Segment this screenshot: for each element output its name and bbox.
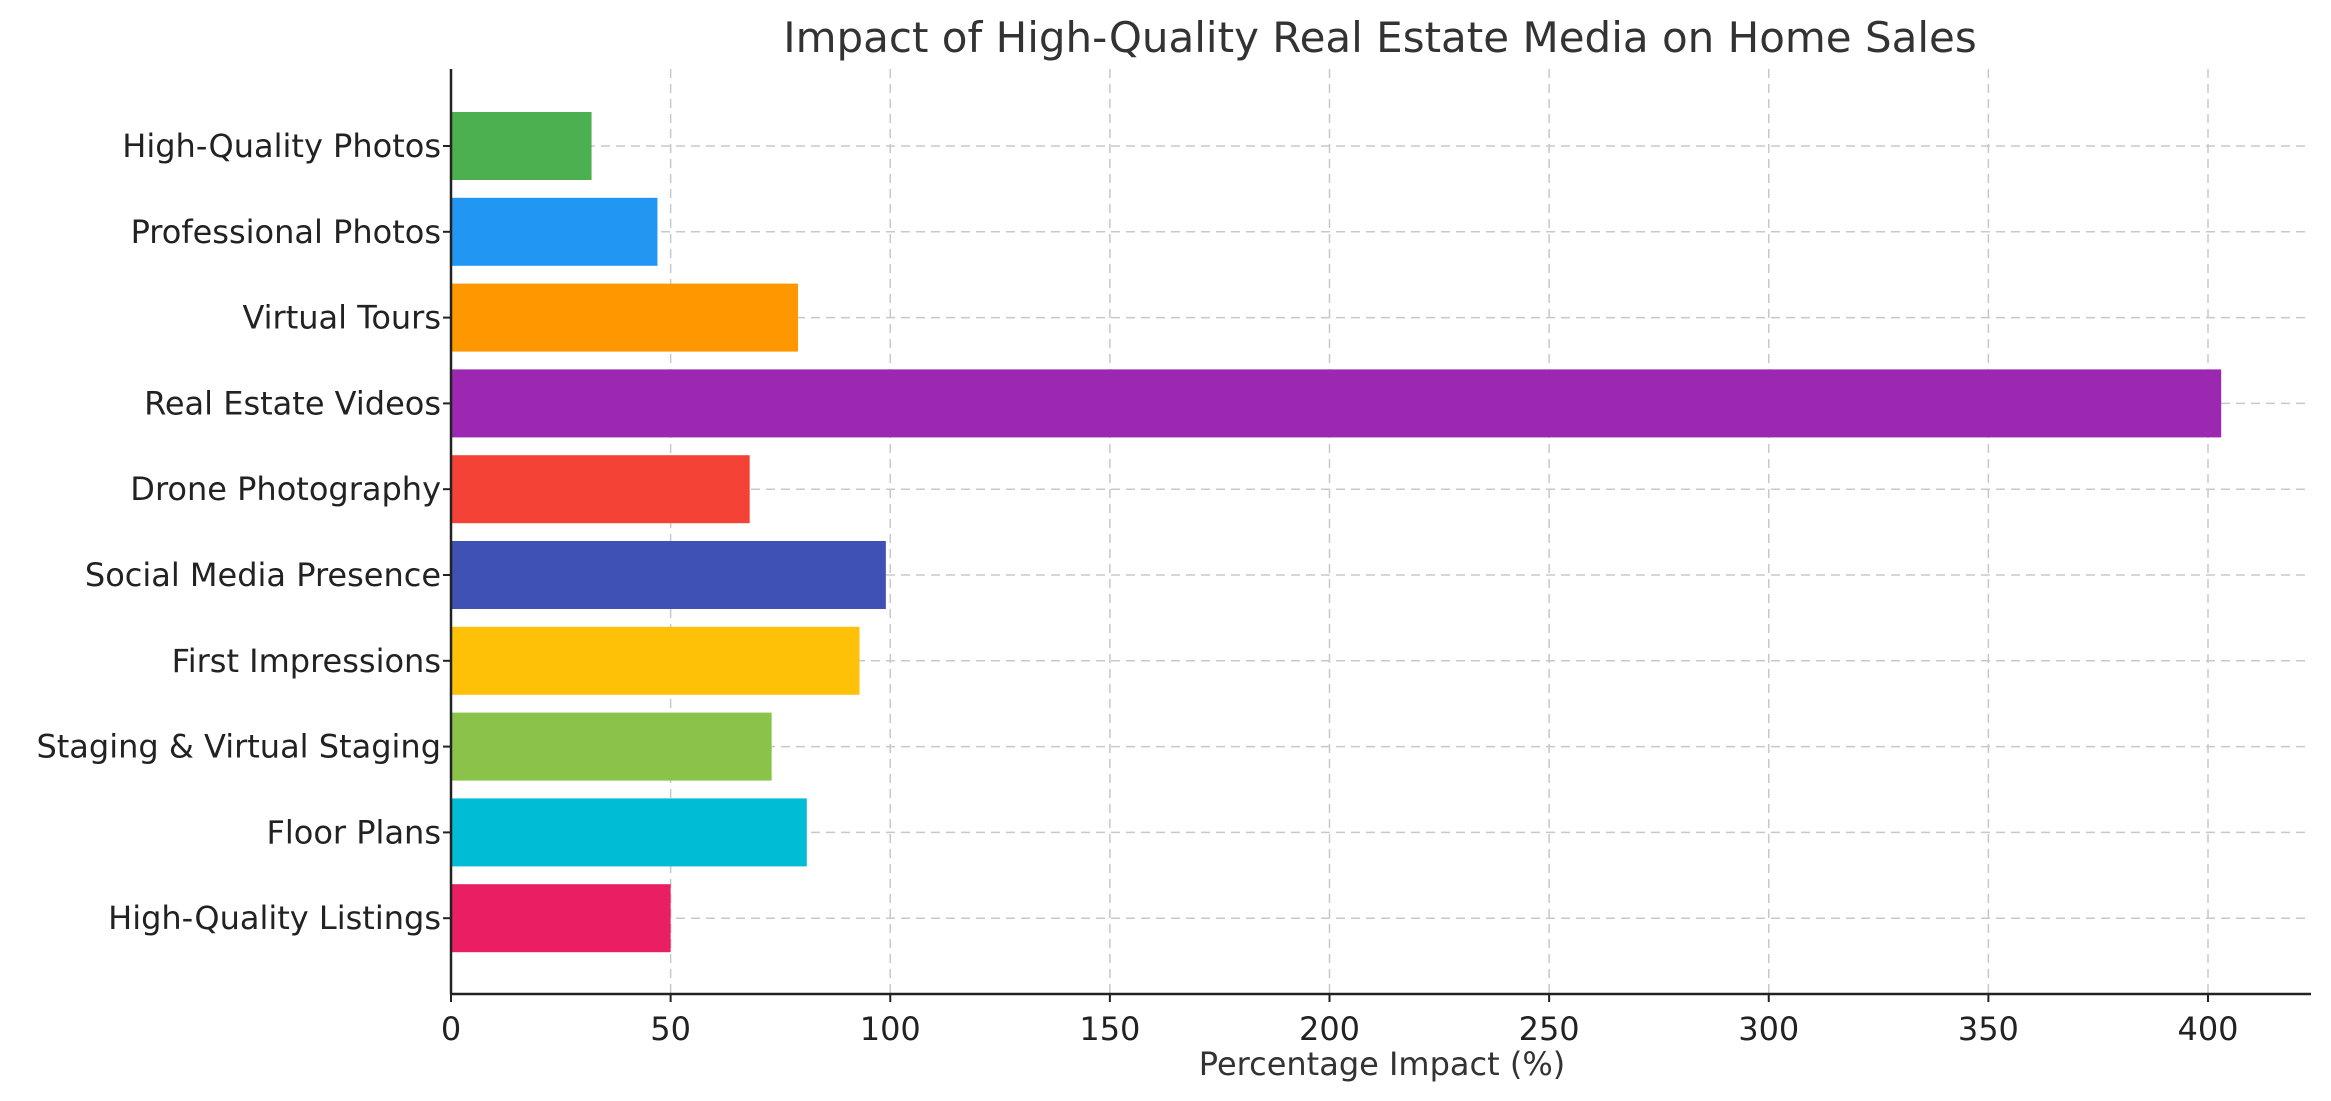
x-tick-label: 400 [2177,1010,2238,1048]
y-tick-label: Real Estate Videos [144,384,441,422]
x-tick-label: 150 [1079,1010,1140,1048]
chart-title: Impact of High-Quality Real Estate Media… [783,13,1977,62]
y-tick-label: High-Quality Photos [122,127,441,165]
x-tick-label: 50 [650,1010,691,1048]
y-tick-label: Floor Plans [266,813,441,851]
y-tick-label: Drone Photography [130,470,441,508]
y-tick-label: High-Quality Listings [108,899,441,937]
bar [451,541,886,609]
x-tick-labels: 0 50 100 150 200 250 300 350 400 [441,1010,2239,1048]
x-tick-label: 0 [441,1010,461,1048]
x-tick-label: 100 [860,1010,921,1048]
bar [451,798,807,867]
x-tick-label: 300 [1738,1010,1799,1048]
y-tick-label: Staging & Virtual Staging [36,728,441,766]
x-tick-label: 250 [1519,1010,1580,1048]
bar [451,712,772,781]
y-tick-label: Professional Photos [131,213,441,251]
bar [451,112,592,180]
bar [451,197,658,266]
y-tick-label: Virtual Tours [242,299,441,337]
y-tick-labels: High-Quality Photos Professional Photos Vi… [36,127,441,937]
bar [451,369,2222,438]
axes [443,69,2311,1002]
x-tick-label: 350 [1958,1010,2019,1048]
grid [451,69,2311,994]
bar [451,283,799,352]
y-tick-label: First Impressions [172,642,441,680]
bar [451,884,671,953]
x-tick-label: 200 [1299,1010,1360,1048]
y-tick-label: Social Media Presence [85,556,441,594]
x-axis-label: Percentage Impact (%) [1199,1045,1565,1083]
bars [451,112,2222,953]
bar [451,626,860,695]
bar [451,455,750,524]
